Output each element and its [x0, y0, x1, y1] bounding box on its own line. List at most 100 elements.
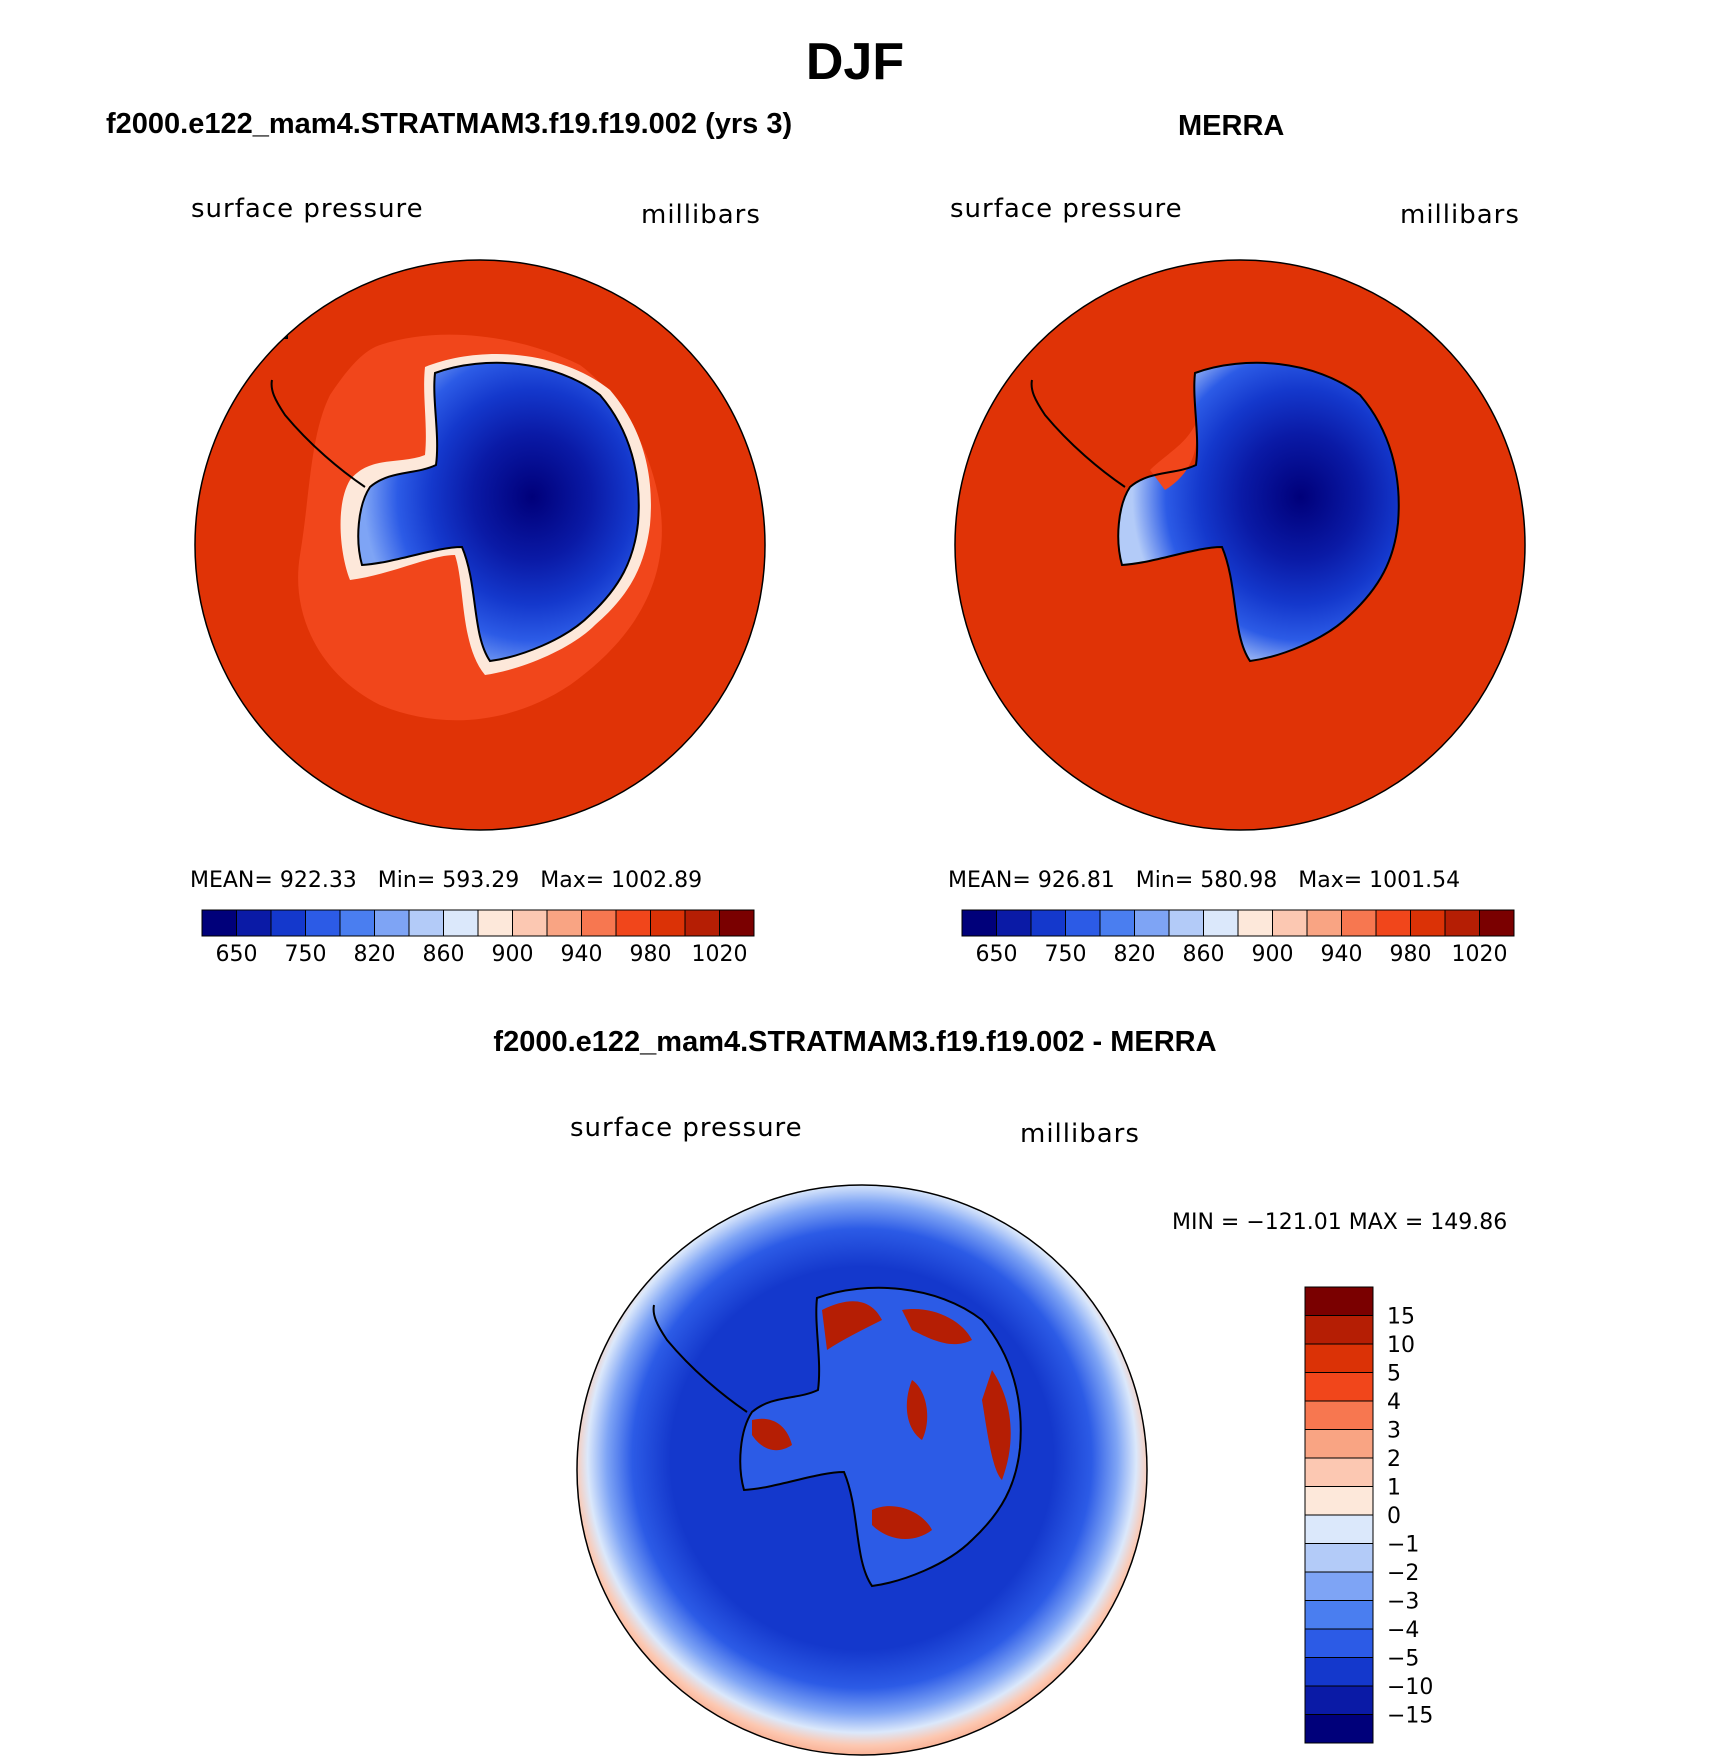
diff-colorbar-swatch: [1304, 1400, 1374, 1430]
panel-1-colorbar-swatch: [374, 909, 410, 937]
panel-1-max-value: 1002.89: [611, 868, 703, 893]
diff-colorbar-swatch: [1304, 1628, 1374, 1658]
panel-1-colorbar: 650 750 820 860 900 940 980 1020: [201, 909, 755, 967]
diff-panel-title: f2000.e122_mam4.STRATMAM3.f19.f19.002 - …: [493, 1026, 1217, 1058]
diff-colorbar-swatch: [1304, 1543, 1374, 1573]
diff-colorbar-swatch: [1304, 1429, 1374, 1459]
page-title: DJF: [805, 33, 905, 91]
panel-2-colorbar-swatch: [1306, 909, 1342, 937]
panel-1-units-label: millibars: [641, 200, 761, 230]
panel-1-colorbar-swatch: [615, 909, 651, 937]
diff-map: [576, 1184, 1148, 1756]
panel-1-colorbar-swatch: [201, 909, 237, 937]
diff-colorbar-tick-label: −2: [1387, 1561, 1419, 1586]
panel-2-variable-label: surface pressure: [950, 194, 1183, 224]
panel-2-colorbar-swatch: [1099, 909, 1135, 937]
diff-colorbar-tick-label: 3: [1387, 1419, 1401, 1444]
diff-antarctica-field: [740, 1287, 1021, 1586]
panel-1-min-value: 593.29: [442, 868, 520, 893]
panel-1-max-label: Max=: [540, 868, 605, 893]
diff-colorbar-swatch: [1304, 1315, 1374, 1345]
panel-2-mean-value: 926.81: [1037, 868, 1115, 893]
panel-1-colorbar-tick-label: 940: [561, 942, 603, 967]
diff-colorbar-tick-label: 5: [1387, 1362, 1401, 1387]
panel-1-colorbar-swatch: [650, 909, 686, 937]
panel-2-coastline: [1030, 361, 1400, 663]
panel-1-variable-label: surface pressure: [191, 194, 424, 224]
panel-2-colorbar-tick-label: 900: [1252, 942, 1294, 967]
panel-1-colorbar-swatch: [546, 909, 582, 937]
panel-2-colorbar-labels: 650 750 820 860 900 940 980 1020: [976, 942, 1508, 967]
diff-colorbar-boxes: [1304, 1286, 1374, 1744]
panel-1-colorbar-swatch: [684, 909, 720, 937]
panel-1-coastline: [270, 361, 640, 663]
diff-colorbar-tick-label: 0: [1387, 1504, 1401, 1529]
panel-2-min-value: 580.98: [1200, 868, 1278, 893]
panel-2-colorbar-tick-label: 1020: [1452, 942, 1508, 967]
panel-1-map-border: [194, 259, 766, 831]
panel-1-colorbar-swatch: [581, 909, 617, 937]
diff-colorbar-tick-label: 15: [1387, 1305, 1415, 1330]
panel-2-colorbar-tick-label: 980: [1390, 942, 1432, 967]
panel-1-map: [194, 259, 766, 831]
diff-colorbar-tick-label: −5: [1387, 1647, 1419, 1672]
panel-1-colorbar-tick-label: 650: [216, 942, 258, 967]
panel-2-colorbar-swatch: [1272, 909, 1308, 937]
diff-colorbar-swatch: [1304, 1714, 1374, 1744]
panel-2-map-border: [954, 259, 1526, 831]
panel-1-title: f2000.e122_mam4.STRATMAM3.f19.f19.002 (y…: [106, 108, 793, 140]
panel-2-title: MERRA: [1178, 110, 1285, 142]
panel-2-colorbar-swatch: [1341, 909, 1377, 937]
panel-1-colorbar-tick-label: 750: [285, 942, 327, 967]
diff-units-label: millibars: [1020, 1119, 1140, 1149]
panel-1-colorbar-swatch: [408, 909, 444, 937]
diff-colorbar-swatch: [1304, 1514, 1374, 1544]
panel-1-colorbar-swatch: [443, 909, 479, 937]
panel-2-min-label: Min=: [1135, 868, 1194, 893]
panel-1-colorbar-swatch: [270, 909, 306, 937]
panel-2-map: [954, 259, 1526, 831]
panel-1-colorbar-swatch: [305, 909, 341, 937]
diff-colorbar-swatch: [1304, 1486, 1374, 1516]
panel-2-max-label: Max=: [1298, 868, 1363, 893]
panel-2-colorbar-swatch: [1203, 909, 1239, 937]
panel-2-colorbar-tick-label: 940: [1321, 942, 1363, 967]
diff-colorbar-swatch: [1304, 1372, 1374, 1402]
panel-1-colorbar-boxes: [201, 909, 755, 937]
panel-2-colorbar-swatch: [1134, 909, 1170, 937]
diff-colorbar-tick-label: 10: [1387, 1333, 1415, 1358]
diff-colorbar-swatch: [1304, 1286, 1374, 1316]
panel-2-max-value: 1001.54: [1369, 868, 1461, 893]
panel-2-colorbar-swatch: [961, 909, 997, 937]
diff-colorbar-swatch: [1304, 1657, 1374, 1687]
diff-coastline: [652, 1286, 1022, 1588]
panel-1-colorbar-tick-label: 980: [630, 942, 672, 967]
panel-2-colorbar-swatch: [1375, 909, 1411, 937]
diff-colorbar-swatch: [1304, 1600, 1374, 1630]
diff-colorbar-tick-label: −3: [1387, 1590, 1419, 1615]
panel-2-colorbar-swatch: [1444, 909, 1480, 937]
diff-colorbar-tick-label: −10: [1387, 1675, 1433, 1700]
diff-colorbar-tick-label: 1: [1387, 1476, 1401, 1501]
panel-2-colorbar-swatch: [1030, 909, 1066, 937]
diff-colorbar-tick-label: −1: [1387, 1533, 1419, 1558]
diff-colorbar-tick-label: 2: [1387, 1447, 1401, 1472]
panel-2-colorbar-swatch: [1065, 909, 1101, 937]
panel-2-colorbar-swatch: [1237, 909, 1273, 937]
diff-variable-label: surface pressure: [570, 1113, 803, 1143]
panel-1-colorbar-swatch: [512, 909, 548, 937]
panel-1-colorbar-tick-label: 820: [354, 942, 396, 967]
panel-2-colorbar-tick-label: 820: [1114, 942, 1156, 967]
panel-1-colorbar-swatch: [719, 909, 755, 937]
panel-2-mean-label: MEAN=: [948, 868, 1031, 893]
panel-1-colorbar-tick-label: 900: [492, 942, 534, 967]
panel-2-colorbar-swatch: [1410, 909, 1446, 937]
panel-1-mean-label: MEAN=: [190, 868, 273, 893]
panel-1-colorbar-swatch: [477, 909, 513, 937]
panel-1-colorbar-swatch: [236, 909, 272, 937]
panel-2-stats: MEAN= 926.81 Min= 580.98 Max= 1001.54: [948, 868, 1460, 893]
panel-2-colorbar: 650 750 820 860 900 940 980 1020: [961, 909, 1515, 967]
panel-1-stats: MEAN= 922.33 Min= 593.29 Max= 1002.89: [190, 868, 702, 893]
